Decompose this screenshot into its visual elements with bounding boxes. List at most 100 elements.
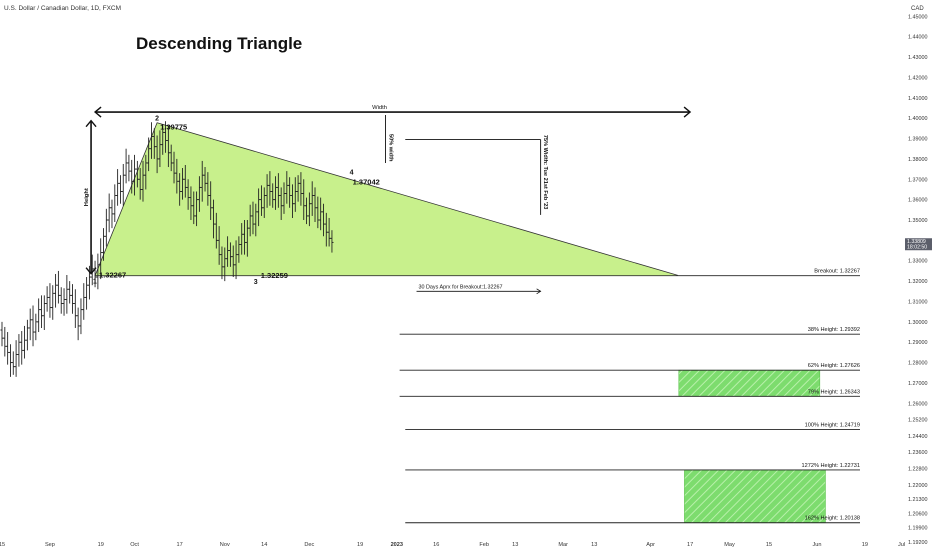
candle	[330, 230, 334, 253]
y-tick-label: 1.20600	[908, 511, 928, 517]
y-tick-label: 1.25200	[908, 418, 928, 424]
x-tick-label: 19	[862, 542, 868, 548]
x-tick-label: 15	[766, 542, 772, 548]
candle	[37, 298, 41, 333]
level-label: 162% Height: 1.20138	[805, 516, 860, 522]
y-tick-label: 1.37000	[908, 177, 928, 183]
y-tick-label: 1.22000	[908, 483, 928, 489]
y-tick-label: 1.28000	[908, 361, 928, 367]
x-tick-label: 19	[357, 542, 363, 548]
candle	[121, 163, 125, 206]
candle	[34, 313, 38, 341]
x-tick-label: Jul	[898, 542, 905, 548]
y-tick-label: 1.32000	[908, 279, 928, 285]
seventyfive-width-label: 75% Width: Tue 21st Feb '23	[542, 135, 548, 210]
candle	[31, 305, 35, 347]
width-arrow-head-right	[683, 106, 692, 118]
page-title: Descending Triangle	[136, 34, 302, 53]
candle	[124, 148, 128, 184]
candle	[118, 175, 123, 204]
candle	[68, 281, 72, 304]
y-tick-label: 1.26000	[908, 401, 928, 407]
y-tick-label: 1.41000	[908, 96, 928, 102]
y-tick-label: 1.29000	[908, 340, 928, 346]
pivot-number: 2	[155, 116, 159, 123]
y-tick-label: 1.27000	[908, 381, 928, 387]
candle	[62, 288, 66, 316]
candle	[28, 308, 32, 341]
target-zone	[678, 369, 821, 397]
level-label: 38% Height: 1.29392	[808, 327, 860, 333]
candle	[3, 326, 7, 357]
symbol-label: U.S. Dollar / Canadian Dollar, 1D, FXCM	[4, 5, 121, 12]
y-tick-label: 1.36000	[908, 198, 928, 204]
target-zone	[684, 469, 826, 524]
y-tick-label: 1.22800	[908, 467, 928, 473]
pivot-price: 1.39775	[160, 123, 187, 132]
y-tick-label: 1.30000	[908, 320, 928, 326]
y-tick-label: 1.24400	[908, 434, 928, 440]
x-tick-label: Oct	[130, 542, 139, 548]
x-tick-label: 17	[687, 542, 693, 548]
candle	[110, 199, 114, 229]
candle	[127, 154, 131, 182]
level-label: 100% Height: 1.24719	[805, 422, 860, 428]
y-tick-label: 1.19200	[908, 540, 928, 546]
candle	[51, 285, 55, 320]
candle	[0, 321, 4, 347]
breakout-arrow-head	[536, 288, 542, 295]
candle	[53, 273, 58, 308]
x-tick-label: Nov	[220, 542, 230, 548]
candle	[56, 270, 60, 304]
x-tick-label: 19	[98, 542, 104, 548]
y-tick-label: 1.33000	[908, 259, 928, 265]
x-tick-label: 2023	[391, 542, 403, 548]
pivot-price: 1.37042	[353, 177, 380, 186]
pivot-price: 1.32259	[261, 271, 288, 280]
candle	[20, 331, 24, 365]
x-tick-label: Jun	[812, 542, 821, 548]
x-tick-label: 13	[512, 542, 518, 548]
y-tick-label: 1.35000	[908, 218, 928, 224]
candle	[73, 289, 77, 328]
height-label: Height	[84, 188, 90, 206]
x-tick-label: Mar	[558, 542, 568, 548]
y-tick-label: 1.40000	[908, 116, 928, 122]
x-tick-label: 13	[591, 542, 597, 548]
y-tick-label: 1.19900	[908, 526, 928, 532]
candle	[25, 319, 29, 351]
level-label: 1272% Height: 1.22731	[802, 463, 860, 469]
x-tick-label: Apr	[646, 542, 655, 548]
x-tick-label: 15	[0, 542, 5, 548]
candle	[6, 332, 10, 365]
last-price-value: 1.33809	[907, 239, 926, 245]
x-tick-label: 17	[177, 542, 183, 548]
candle	[85, 277, 89, 310]
candle	[113, 184, 117, 223]
x-tick-label: May	[724, 542, 735, 548]
pivot-number: 4	[350, 169, 354, 176]
candle	[17, 334, 21, 367]
candle	[76, 307, 80, 341]
width-label: Width	[372, 105, 387, 111]
last-price-time: 18:02:50	[907, 245, 927, 251]
candle	[70, 284, 75, 314]
candle	[65, 275, 69, 314]
width-arrow-head-left	[93, 106, 102, 118]
level-label: Breakout: 1.32267	[814, 269, 860, 275]
candle	[116, 169, 120, 206]
x-tick-label: 16	[433, 542, 439, 548]
triangle-pattern	[94, 122, 679, 277]
candle	[107, 193, 111, 233]
fifty-width-label: 50% width	[388, 134, 394, 162]
pivot-price: 1.32267	[99, 271, 126, 280]
level-label: 79% Height: 1.26343	[808, 389, 860, 395]
y-tick-label: 1.43000	[908, 55, 928, 61]
y-tick-label: 1.39000	[908, 137, 928, 143]
breakout-arrow-label: 30 Days Aprx for Breakout:1.32267	[419, 284, 503, 290]
candle	[45, 286, 49, 312]
last-price-badge	[905, 238, 932, 251]
y-tick-label: 1.45000	[908, 14, 928, 20]
candle	[14, 340, 18, 377]
